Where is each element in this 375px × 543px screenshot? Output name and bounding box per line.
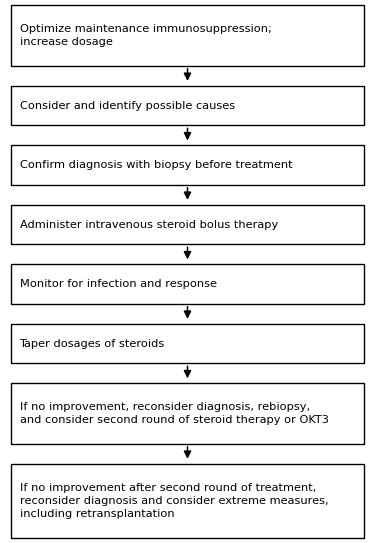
Bar — [11, 146, 364, 185]
Bar — [11, 324, 364, 363]
Bar — [11, 264, 364, 304]
Bar — [11, 86, 364, 125]
Bar — [11, 464, 364, 538]
Text: Monitor for infection and response: Monitor for infection and response — [20, 279, 216, 289]
Text: If no improvement after second round of treatment,
reconsider diagnosis and cons: If no improvement after second round of … — [20, 483, 328, 519]
Bar — [11, 205, 364, 244]
Text: Administer intravenous steroid bolus therapy: Administer intravenous steroid bolus the… — [20, 220, 278, 230]
Bar — [11, 5, 364, 66]
Text: Optimize maintenance immunosuppression;
increase dosage: Optimize maintenance immunosuppression; … — [20, 24, 272, 47]
Text: Consider and identify possible causes: Consider and identify possible causes — [20, 100, 235, 111]
Text: Confirm diagnosis with biopsy before treatment: Confirm diagnosis with biopsy before tre… — [20, 160, 292, 170]
Bar — [11, 383, 364, 444]
Text: If no improvement, reconsider diagnosis, rebiopsy,
and consider second round of : If no improvement, reconsider diagnosis,… — [20, 402, 328, 425]
Text: Taper dosages of steroids: Taper dosages of steroids — [20, 339, 165, 349]
